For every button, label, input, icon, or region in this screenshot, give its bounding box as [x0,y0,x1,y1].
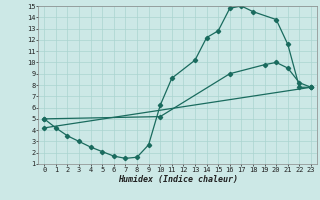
X-axis label: Humidex (Indice chaleur): Humidex (Indice chaleur) [118,175,238,184]
